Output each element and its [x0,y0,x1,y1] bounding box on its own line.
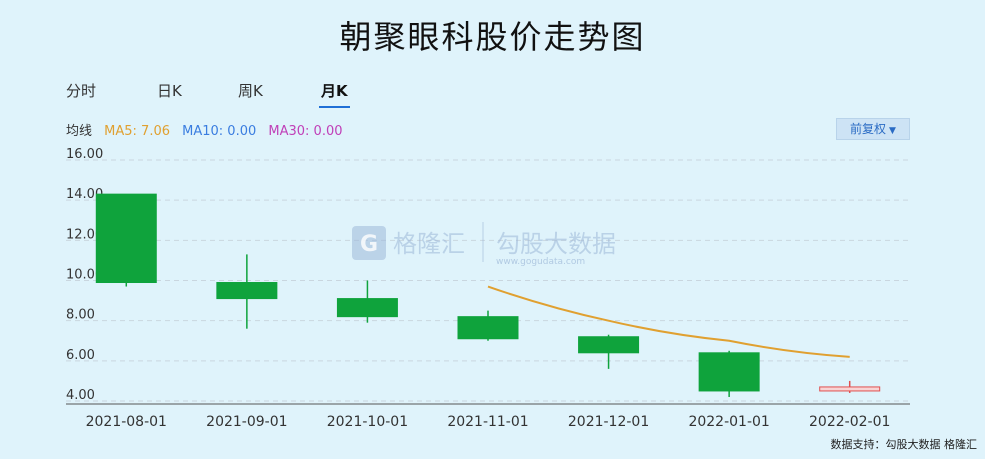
tab-weekly-k[interactable]: 周K [238,82,263,100]
y-tick-label: 10.00 [66,268,103,283]
y-tick-label: 14.00 [66,187,103,202]
candle-body [457,316,519,340]
x-tick-label: 2021-10-01 [327,414,408,430]
active-tab-underline [319,106,350,108]
price-adjust-dropdown[interactable]: 前复权 ▼ [836,118,910,140]
x-tick-label: 2021-12-01 [568,414,649,430]
watermark-url: www.gogudata.com [496,257,585,267]
moving-average-legend: 均线 MA5: 7.06 MA10: 0.00 MA30: 0.00 [66,120,351,139]
price-adjust-label: 前复权 [850,122,887,136]
grid-lines [66,159,910,402]
tab-daily-k[interactable]: 日K [157,82,182,100]
y-tick-label: 8.00 [66,308,95,323]
ma5-line-path [487,285,850,358]
y-tick-label: 6.00 [66,348,95,363]
x-tick-label: 2021-08-01 [86,414,167,430]
y-tick-label: 12.00 [66,227,103,242]
ma5-line [487,285,850,358]
watermark-g-icon [352,226,386,260]
candle-body [819,386,881,392]
ma-label: 均线 [66,124,93,139]
candle-body [698,352,760,392]
watermark-brand2: 勾股大数据 [496,230,616,258]
tab-intraday[interactable]: 分时 [66,82,97,100]
watermark-logo: G 格隆汇 勾股大数据 www.gogudata.com [352,222,616,267]
candles [95,193,881,397]
tab-monthly-k-label: 月K [321,82,348,100]
watermark-brand1: 格隆汇 [393,230,465,258]
x-tick-label: 2021-11-01 [447,414,528,430]
ma30-value: MA30: 0.00 [268,124,343,139]
ma5-value: MA5: 7.06 [104,124,170,139]
x-tick-label: 2021-09-01 [206,414,287,430]
tab-monthly-k[interactable]: 月K [319,80,350,108]
x-tick-label: 2022-02-01 [809,414,890,430]
data-source-footer: 数据支持：勾股大数据 格隆汇 [830,438,978,451]
candle-body [336,298,398,318]
y-axis: 4.00 6.00 8.00 10.00 12.00 14.00 16.00 [66,147,910,405]
candle-body [216,282,278,300]
y-tick-label: 4.00 [66,388,95,403]
caret-down-icon: ▼ [889,126,896,136]
ma10-value: MA10: 0.00 [182,124,257,139]
chart-title: 朝聚眼科股价走势图 [339,18,646,56]
candle-body [95,193,157,284]
x-axis: 2021-08-01 2021-09-01 2021-10-01 2021-11-01… [86,414,891,430]
y-tick-label: 16.00 [66,147,103,162]
watermark-g-letter: G [360,232,378,257]
x-tick-label: 2022-01-01 [688,414,769,430]
candle-body [578,336,640,354]
